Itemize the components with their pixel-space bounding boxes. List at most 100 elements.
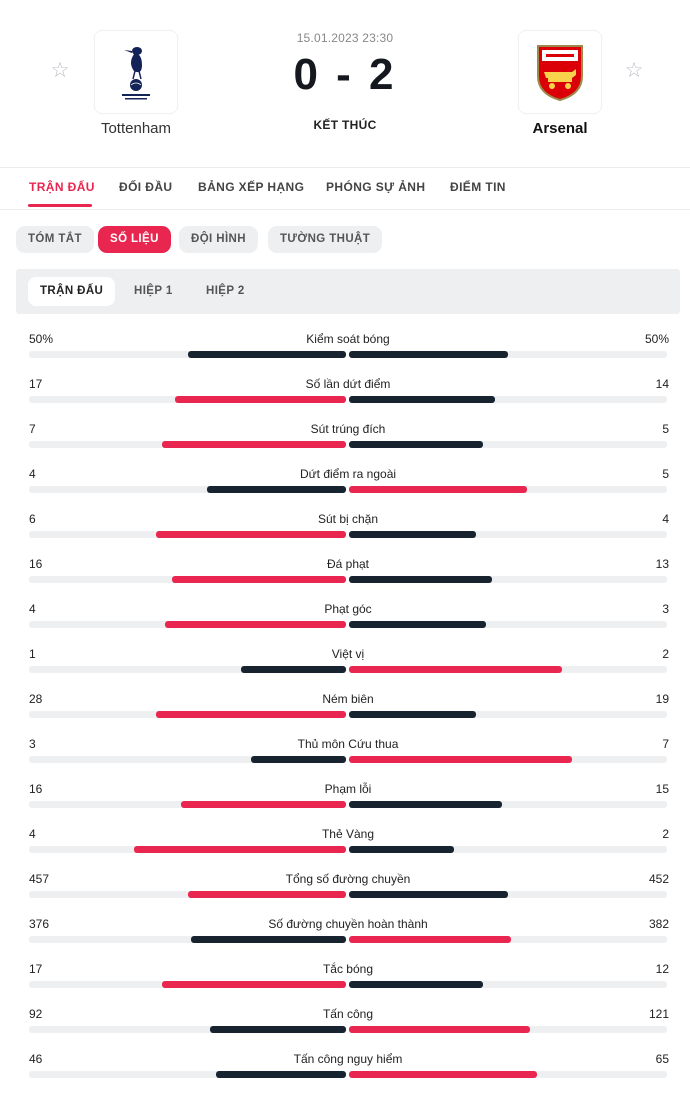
stat-away-track [349,351,667,358]
stat-home-track [29,486,346,493]
stat-label: Thủ môn Cứu thua [297,737,399,751]
tab-photo-report[interactable]: PHÓNG SỰ ẢNH [326,180,426,194]
tab-match[interactable]: TRẬN ĐẤU [29,180,95,194]
stat-home-value: 92 [29,1007,43,1021]
stat-home-value: 16 [29,557,43,571]
stat-home-value: 4 [29,827,36,841]
period-tab-first-half[interactable]: HIỆP 1 [134,285,173,297]
stat-away-value: 121 [648,1007,669,1021]
stat-home-track [29,891,346,898]
stat-home-track [29,351,346,358]
stat-home-value: 457 [29,872,50,886]
stat-away-track [349,666,667,673]
stat-home-track [29,1071,346,1078]
period-tab-second-half[interactable]: HIỆP 2 [206,285,245,297]
stat-row: 17 Tắc bóng 12 [0,955,690,1000]
stat-label: Kiểm soát bóng [306,332,390,346]
stat-away-value: 65 [655,1052,669,1066]
favorite-away-star-icon[interactable]: ☆ [624,59,644,82]
stat-label: Tổng số đường chuyền [285,872,411,886]
stat-away-value: 382 [648,917,669,931]
stat-row: 92 Tấn công 121 [0,1000,690,1045]
stat-row: 46 Tấn công nguy hiểm 65 [0,1045,690,1090]
subtab-commentary[interactable]: TƯỜNG THUẬT [268,226,383,253]
stat-home-track [29,576,346,583]
stat-away-bar [349,396,496,403]
stat-row: 28 Ném biên 19 [0,685,690,730]
stat-home-bar [187,891,346,898]
stat-home-bar [165,621,346,628]
stat-home-bar [155,531,346,538]
stat-label: Ném biên [322,692,374,706]
away-team-logo[interactable] [518,30,602,114]
stat-away-value: 3 [662,602,669,616]
stat-away-track [349,396,667,403]
stat-away-value: 50% [644,332,669,346]
stat-home-bar [155,711,346,718]
stat-away-track [349,891,667,898]
stat-label: Sút bị chặn [317,512,379,526]
stat-away-track [349,756,667,763]
stat-away-track [349,981,667,988]
stat-label: Tấn công nguy hiểm [293,1052,403,1066]
subtab-summary[interactable]: TÓM TẮT [16,226,94,253]
stat-label: Tấn công [322,1007,374,1021]
stat-away-bar [349,441,483,448]
stat-away-bar [349,351,508,358]
stat-away-value: 12 [655,962,669,976]
subtab-lineups[interactable]: ĐỘI HÌNH [179,226,258,253]
tab-head-to-head[interactable]: ĐỐI ĐẦU [119,180,173,194]
stat-home-track [29,1026,346,1033]
stat-home-track [29,621,346,628]
home-team-logo[interactable] [94,30,178,114]
stat-row: 3 Thủ môn Cứu thua 7 [0,730,690,775]
stat-away-bar [349,576,493,583]
stat-home-bar [250,756,346,763]
tab-news[interactable]: ĐIỂM TIN [450,180,506,194]
tab-standings[interactable]: BẢNG XẾP HẠNG [198,180,305,194]
stat-home-track [29,666,346,673]
stat-row: 1 Việt vị 2 [0,640,690,685]
stat-away-value: 15 [655,782,669,796]
stat-away-bar [349,846,454,853]
stat-row: 4 Dứt điểm ra ngoài 5 [0,460,690,505]
tottenham-crest-icon [122,47,150,100]
stat-away-bar [349,1026,531,1033]
stat-label: Đá phạt [326,557,370,571]
stat-home-bar [162,441,346,448]
stat-away-bar [349,486,528,493]
stat-home-bar [209,1026,346,1033]
stat-home-value: 4 [29,602,36,616]
stat-home-value: 17 [29,962,43,976]
favorite-home-star-icon[interactable]: ☆ [50,59,70,82]
away-team-name[interactable]: Arsenal [532,120,588,137]
stat-away-bar [349,936,512,943]
stat-home-bar [171,576,346,583]
period-tab-full-match[interactable]: TRẬN ĐẤU [28,277,116,306]
stat-away-track [349,576,667,583]
stat-away-bar [349,531,477,538]
stat-away-bar [349,711,477,718]
subtab-statistics[interactable]: SỐ LIỆU [98,226,171,253]
stat-away-value: 5 [662,422,669,436]
stat-home-bar [187,351,346,358]
stat-away-value: 13 [655,557,669,571]
stat-home-track [29,531,346,538]
stat-label: Phạt góc [324,602,372,616]
stat-home-bar [181,801,346,808]
home-team-name[interactable]: Tottenham [100,120,172,137]
stat-row: 17 Số lần dứt điểm 14 [0,370,690,415]
stat-home-bar [133,846,346,853]
stat-away-track [349,711,667,718]
stat-away-value: 452 [648,872,669,886]
match-score: 0 - 2 [293,50,397,99]
stat-home-track [29,441,346,448]
stat-away-value: 19 [655,692,669,706]
stat-label: Số lần dứt điểm [305,377,391,391]
match-header: ☆ Tottenham 15.01.2023 23:30 0 - 2 KẾT T… [0,0,690,168]
stat-home-bar [174,396,346,403]
stat-home-bar [241,666,346,673]
stat-home-track [29,936,346,943]
stat-away-track [349,1026,667,1033]
stat-home-track [29,846,346,853]
